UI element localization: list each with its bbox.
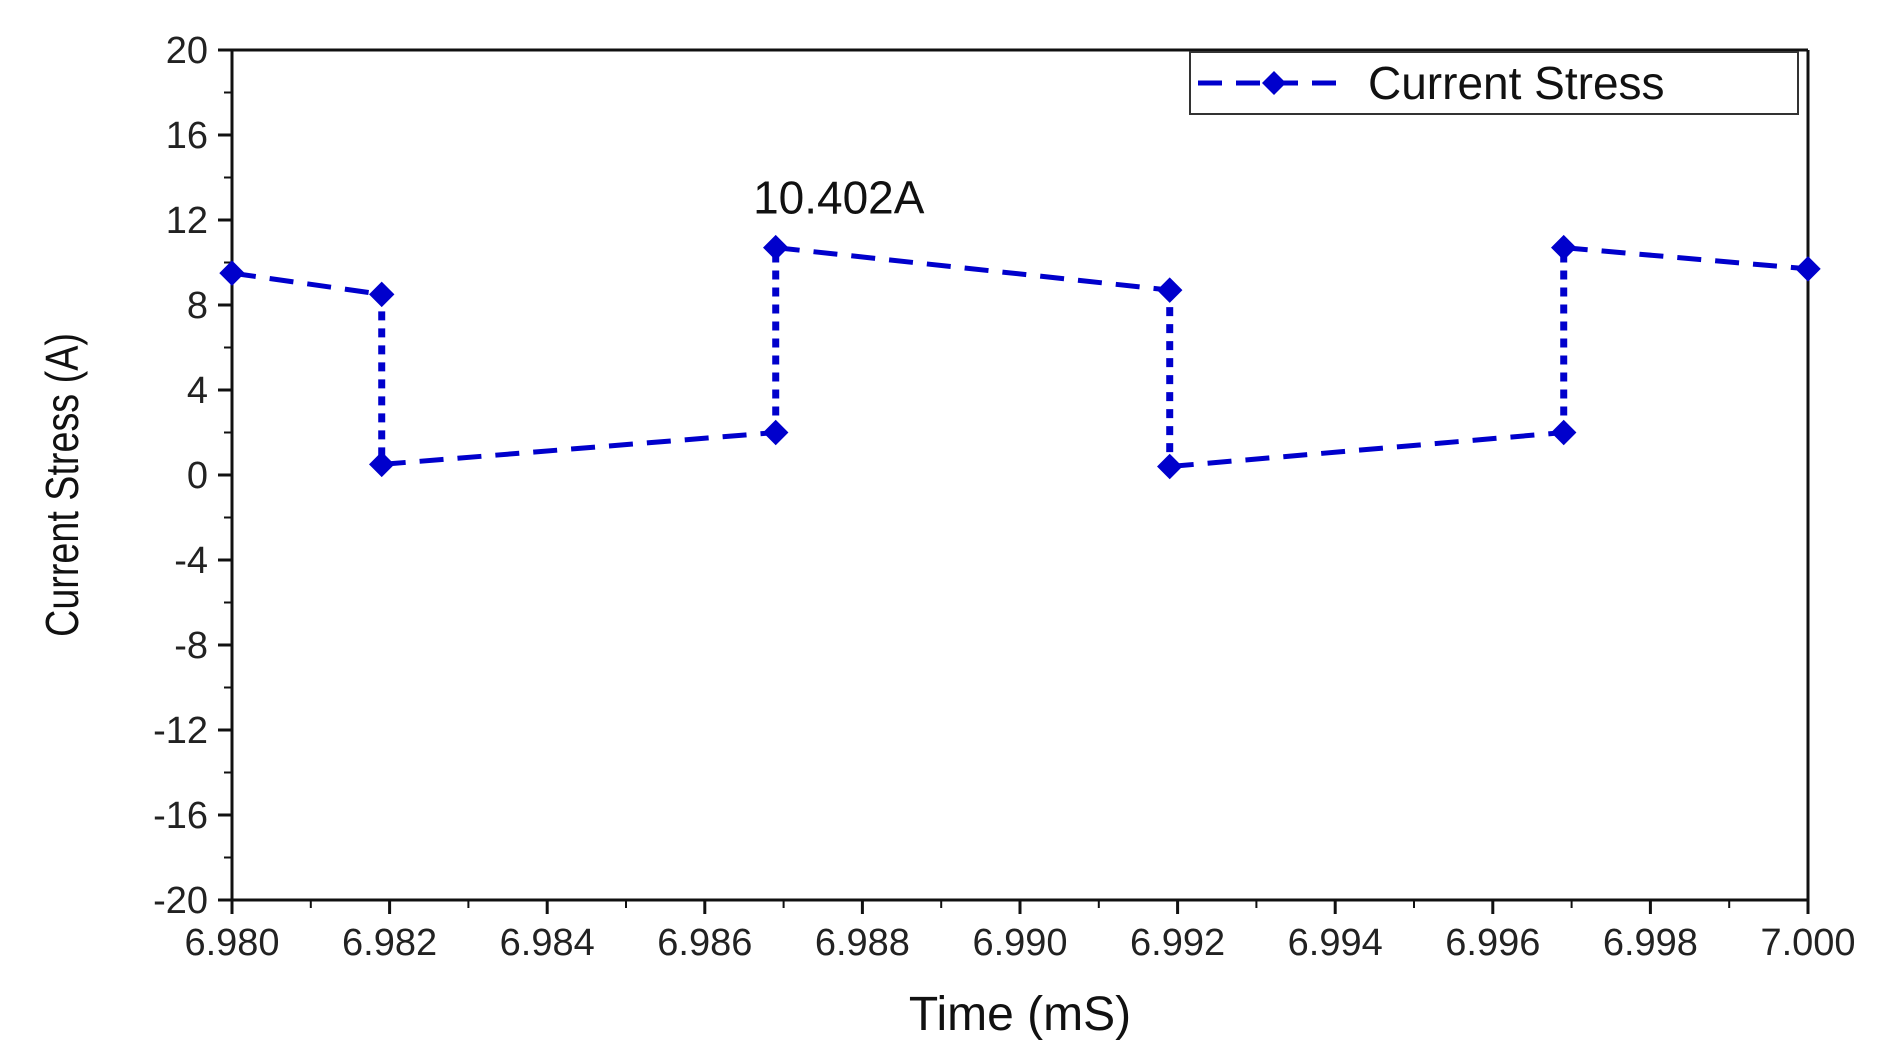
- y-tick-label: 0: [187, 455, 208, 497]
- y-tick-label: -4: [174, 540, 208, 582]
- data-point-marker: [1551, 419, 1577, 446]
- x-tick-label: 6.982: [342, 922, 437, 964]
- data-point-marker: [1157, 277, 1183, 303]
- x-tick-label: 6.996: [1445, 922, 1540, 964]
- legend-layer: Current Stress: [1189, 51, 1799, 115]
- series-segment: [381, 430, 776, 467]
- legend-marker-sample: [1262, 71, 1286, 95]
- y-tick-label: -8: [174, 625, 208, 667]
- legend-box: [1189, 51, 1799, 115]
- y-tick-label: -16: [153, 795, 208, 837]
- y-axis-title: Current Stress (A): [36, 333, 87, 637]
- series-segment: [775, 245, 1170, 293]
- data-point-marker: [1795, 256, 1821, 282]
- data-point-marker: [1551, 234, 1577, 261]
- x-axis-title: Time (mS): [909, 988, 1131, 1041]
- x-tick-label: 7.000: [1760, 922, 1855, 964]
- x-tick-label: 6.984: [500, 922, 595, 964]
- data-point-marker: [369, 281, 395, 308]
- data-point-marker: [369, 451, 395, 478]
- series-segment: [231, 270, 383, 297]
- x-tick-label: 6.980: [184, 922, 279, 964]
- x-tick-label: 6.998: [1603, 922, 1698, 964]
- y-tick-label: -20: [153, 880, 208, 922]
- y-tick-label: 4: [187, 370, 208, 412]
- annotation-label: 10.402A: [753, 172, 925, 224]
- x-tick-label: 6.994: [1288, 922, 1383, 964]
- series-segment: [1563, 245, 1809, 272]
- annotation-layer: 10.402A: [753, 172, 925, 224]
- x-tick-label: 6.988: [815, 922, 910, 964]
- y-tick-label: 20: [166, 30, 208, 72]
- data-point-marker: [219, 260, 245, 286]
- series-segment: [1169, 430, 1564, 469]
- data-point-marker: [763, 419, 789, 446]
- y-tick-label: 8: [187, 285, 208, 327]
- series-layer: [219, 234, 1821, 480]
- data-point-marker: [1157, 453, 1183, 480]
- axes-layer: 20 16 12 8 4 0 -4 -8 -12 -16 -206.980 6.982 6.984 6.9…: [36, 30, 1855, 1041]
- x-tick-label: 6.990: [972, 922, 1067, 964]
- y-tick-label: 16: [166, 115, 208, 157]
- data-point-marker: [763, 234, 789, 261]
- y-tick-label: 12: [166, 200, 208, 242]
- y-tick-label: -12: [153, 710, 208, 752]
- x-tick-label: 6.992: [1130, 922, 1225, 964]
- legend-label: Current Stress: [1368, 57, 1665, 109]
- x-tick-label: 6.986: [657, 922, 752, 964]
